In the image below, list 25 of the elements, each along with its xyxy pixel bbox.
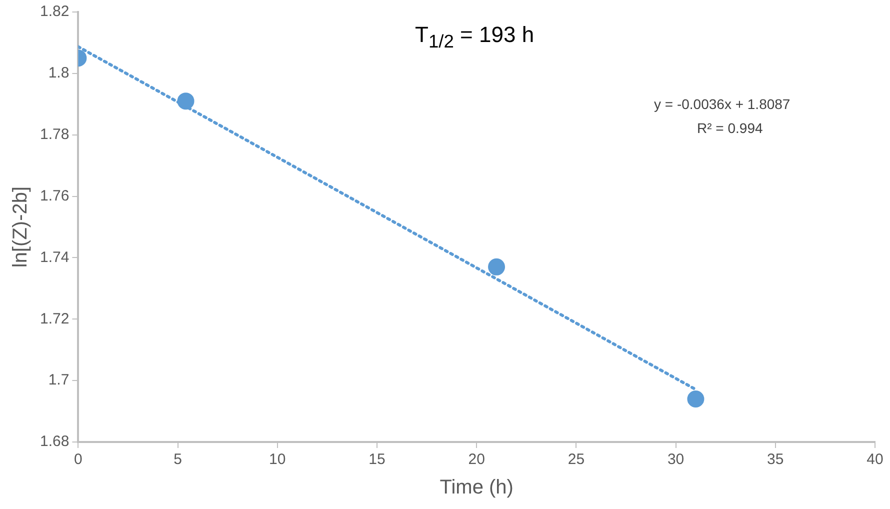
y-axis-title: ln[(Z)-2b] (10, 186, 32, 268)
point (488, 258, 506, 276)
x-tick-label: 10 (269, 451, 286, 468)
x-axis-title: Time (h) (440, 476, 514, 499)
x-tick-label: 40 (866, 451, 884, 468)
annotation: R² = 0.994 (697, 120, 763, 136)
y-tick-label: 1.78 (40, 126, 70, 143)
point (177, 92, 194, 110)
x-tick-label: 15 (368, 451, 386, 468)
x-tick-label: 5 (174, 451, 182, 468)
y-tick-label: 1.72 (40, 310, 70, 328)
annotation: y = -0.0036x + 1.8087 (654, 96, 790, 112)
x-tick-label: 0 (74, 451, 82, 468)
x-tick-label: 20 (468, 451, 485, 468)
y-tick-label: 1.76 (40, 187, 70, 204)
y-tick-label: 1.8 (48, 64, 70, 82)
x-tick-label: 35 (767, 451, 784, 468)
y-tick-label: 1.82 (40, 3, 70, 20)
y-tick-label: 1.68 (40, 433, 70, 450)
x-tick-label: 30 (667, 451, 684, 468)
y-tick-label: 1.74 (40, 248, 70, 266)
x-tick-label: 25 (568, 451, 585, 468)
annotation: T$_{1/2}$ = 193 h (415, 22, 534, 52)
point (687, 390, 704, 408)
y-tick-label: 1.7 (48, 372, 70, 389)
